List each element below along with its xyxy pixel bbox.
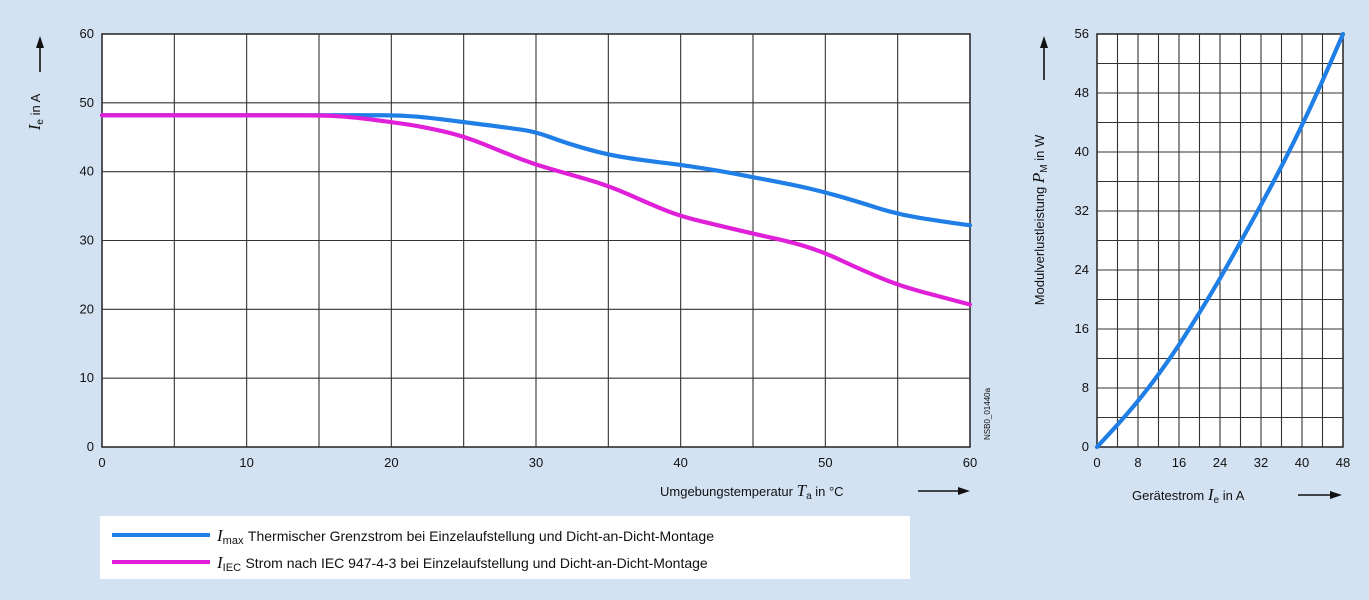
left-xlabel-sub: a — [806, 491, 812, 502]
left-grid — [102, 34, 970, 447]
series-line-1 — [99, 113, 973, 307]
left-series — [99, 113, 973, 307]
x-tick-label: 40 — [673, 455, 687, 470]
y-tick-label: 0 — [87, 439, 94, 454]
svg-text:Umgebungstemperatur Ta in °C: Umgebungstemperatur Ta in °C — [660, 481, 844, 502]
y-tick-label: 50 — [80, 95, 94, 110]
y-tick-label: 0 — [1082, 439, 1089, 454]
legend-item-iec: IIEC Strom nach IEC 947-4-3 bei Einzelau… — [112, 553, 708, 574]
y-tick-label: 30 — [80, 233, 94, 248]
left-ylabel-unit: in A — [28, 93, 43, 115]
svg-text:Ie in A: Ie in A — [25, 93, 46, 131]
series-line-0 — [1094, 31, 1346, 450]
x-tick-label: 32 — [1254, 455, 1268, 470]
y-tick-label: 8 — [1082, 380, 1089, 395]
right-x-arrow — [1298, 491, 1342, 499]
right-y-axis-label: Modulverlustleistung PM in W — [1029, 134, 1050, 305]
left-ylabel-sub: e — [35, 119, 46, 125]
x-tick-label: 20 — [384, 455, 398, 470]
legend-box — [100, 516, 910, 579]
left-xlabel-unit: in °C — [815, 484, 843, 499]
side-note: NSB0_01440a — [983, 387, 992, 440]
left-x-axis-label: Umgebungstemperatur Ta in °C — [660, 481, 970, 502]
right-series — [1094, 31, 1346, 450]
right-y-arrow — [1040, 36, 1048, 80]
legend: Imax Thermischer Grenzstrom bei Einzelau… — [100, 516, 910, 579]
right-grid — [1097, 34, 1343, 447]
y-tick-label: 60 — [80, 26, 94, 41]
y-tick-label: 48 — [1075, 85, 1089, 100]
legend-label-iec: IIEC Strom nach IEC 947-4-3 bei Einzelau… — [216, 553, 708, 574]
left-chart: 0 10 20 30 40 50 60 0 10 20 30 40 50 60 Ie in A Umgeb… — [25, 26, 992, 502]
left-y-arrow — [36, 36, 44, 72]
x-tick-label: 50 — [818, 455, 832, 470]
right-ylabel-text: Modulverlustleistung — [1032, 187, 1047, 306]
legend-item-max: Imax Thermischer Grenzstrom bei Einzelau… — [112, 526, 714, 547]
left-ticks: 0 10 20 30 40 50 60 0 10 20 30 40 50 60 — [80, 26, 978, 470]
y-tick-label: 32 — [1075, 203, 1089, 218]
x-tick-label: 10 — [239, 455, 253, 470]
x-tick-label: 24 — [1213, 455, 1227, 470]
right-x-axis-label: Gerätestrom Ie in A — [1132, 485, 1342, 506]
y-tick-label: 40 — [1075, 144, 1089, 159]
left-ylabel-symbol: I — [25, 123, 44, 131]
left-xlabel-symbol: T — [797, 481, 808, 500]
x-tick-label: 40 — [1295, 455, 1309, 470]
y-tick-label: 40 — [80, 164, 94, 179]
legend-label-max: Imax Thermischer Grenzstrom bei Einzelau… — [216, 526, 714, 547]
x-tick-label: 16 — [1172, 455, 1186, 470]
left-x-arrow — [918, 487, 970, 495]
y-tick-label: 24 — [1075, 262, 1089, 277]
right-xlabel-sub: e — [1214, 495, 1220, 506]
y-tick-label: 10 — [80, 370, 94, 385]
x-tick-label: 0 — [98, 455, 105, 470]
right-ylabel-symbol: P — [1029, 173, 1048, 184]
right-xlabel-unit: in A — [1223, 488, 1245, 503]
right-xlabel-symbol: I — [1207, 485, 1215, 504]
x-tick-label: 8 — [1134, 455, 1141, 470]
x-tick-label: 30 — [529, 455, 543, 470]
y-tick-label: 16 — [1075, 321, 1089, 336]
right-ticks: 0 8 16 24 32 40 48 0 8 16 24 32 40 48 56 — [1075, 26, 1351, 470]
left-xlabel-text: Umgebungstemperatur — [660, 484, 794, 499]
svg-text:Modulverlustleistung PM in W: Modulverlustleistung PM in W — [1029, 134, 1050, 305]
x-tick-label: 60 — [963, 455, 977, 470]
x-tick-label: 0 — [1093, 455, 1100, 470]
y-tick-label: 20 — [80, 301, 94, 316]
svg-text:Gerätestrom Ie in A: Gerätestrom Ie in A — [1132, 485, 1245, 506]
right-xlabel-text: Gerätestrom — [1132, 488, 1204, 503]
x-tick-label: 48 — [1336, 455, 1350, 470]
y-tick-label: 56 — [1075, 26, 1089, 41]
left-y-axis-label: Ie in A — [25, 93, 46, 131]
right-ylabel-sub: M — [1039, 164, 1050, 172]
right-chart: 0 8 16 24 32 40 48 0 8 16 24 32 40 48 56 Modulverlustl… — [1029, 26, 1350, 506]
right-ylabel-unit: in W — [1032, 134, 1047, 161]
